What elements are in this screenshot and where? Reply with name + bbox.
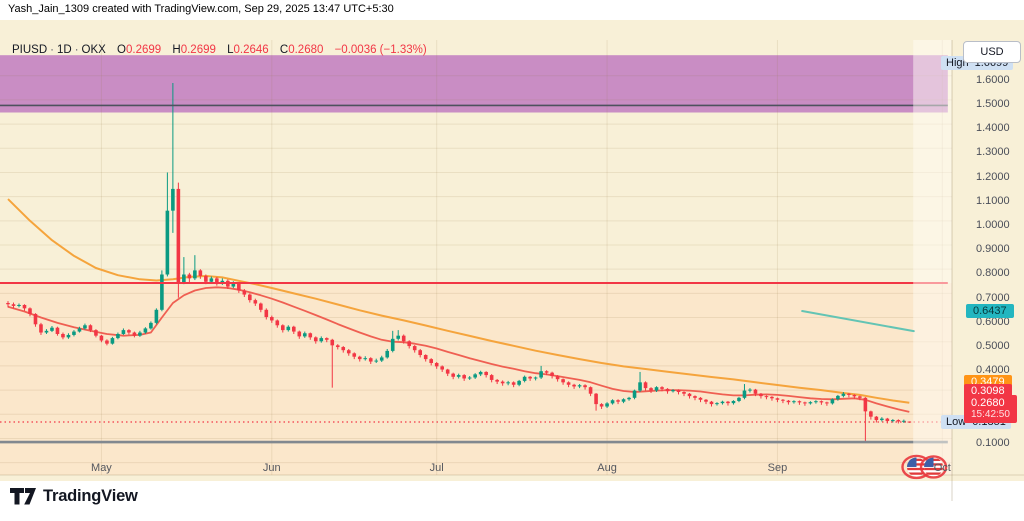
price-tick-label: 0.7000 [976, 291, 1010, 304]
attribution-text: Yash_Jain_1309 created with TradingView.… [8, 3, 394, 15]
low-label: L [227, 44, 234, 56]
time-tick-label: May [91, 462, 112, 474]
high-label: H [172, 44, 181, 56]
legend-separator: · [74, 44, 79, 56]
price-tick-label: 0.5000 [976, 339, 1010, 352]
legend-separator: · [50, 44, 54, 56]
price-tick-label: 1.0000 [976, 219, 1010, 231]
price-tick-label: 0.8000 [976, 267, 1010, 280]
price-tick-label: 1.4000 [976, 122, 1010, 135]
us-flag-emoji-sticker [919, 455, 948, 479]
change-value: −0.0036 (−1.33%) [334, 44, 427, 56]
high-badge-label: High [946, 56, 969, 69]
close-value: 0.2680 [288, 44, 324, 56]
last-price-value: 0.2680 [971, 396, 1005, 409]
close-label: C [279, 44, 289, 56]
low-value: 0.2646 [233, 44, 269, 56]
gridlines [0, 40, 952, 475]
price-tick-label: 0.9000 [976, 243, 1010, 256]
descending-trendline [801, 310, 915, 333]
price-tick-label: 1.6000 [976, 73, 1010, 86]
footer: TradingView [10, 487, 138, 506]
time-tick-label: Jun [262, 462, 281, 474]
ma-fast-red-line [7, 286, 910, 413]
price-tick-label: 0.1000 [976, 436, 1010, 449]
candlestick-series [6, 83, 912, 443]
price-tick-label: 1.2000 [976, 170, 1010, 183]
open-label: O [117, 44, 126, 56]
ma-red-price-badge: 0.3098 [964, 384, 1012, 399]
red-circle-annotation [919, 455, 948, 479]
trendline-price-badge: 0.6437 [966, 303, 1014, 318]
time-tick-label: Jul [429, 462, 444, 474]
chart-region[interactable]: PIUSD · 1D · OKX O0.2699 H0.2699 L0.2646 C0.… [0, 20, 1024, 501]
last-price-badge: 0.2680 15:42:50 [964, 394, 1017, 423]
tradingview-logo-text[interactable]: TradingView [43, 487, 138, 505]
price-tick-label: 1.1000 [976, 194, 1010, 207]
tradingview-logo-icon[interactable] [10, 488, 36, 505]
symbol-legend: PIUSD · 1D · OKX O0.2699 H0.2699 L0.2646 C0.… [12, 44, 427, 56]
chart-canvas[interactable] [0, 40, 1024, 501]
projection-area [913, 40, 952, 475]
time-tick-label: Sep [767, 462, 788, 474]
price-tick-label: 0.4000 [976, 364, 1010, 377]
low-badge-label: Low [946, 415, 967, 428]
exchange-label: OKX [81, 44, 106, 56]
symbol-name: PIUSD [12, 44, 48, 56]
interval-label: 1D [57, 44, 72, 56]
time-tick-label: Aug [597, 462, 617, 474]
time-tick-label: Oct [933, 462, 951, 474]
high-value: 0.2699 [180, 44, 216, 56]
price-tick-label: 1.5000 [976, 98, 1010, 111]
price-tick-label: 0.6000 [976, 315, 1010, 328]
price-tick-label: 1.3000 [976, 146, 1010, 159]
resistance-zone-rectangle [0, 55, 948, 113]
bar-countdown-timer: 15:42:50 [971, 408, 1010, 420]
open-value: 0.2699 [126, 44, 162, 56]
currency-toggle-button[interactable]: USD [963, 41, 1021, 63]
